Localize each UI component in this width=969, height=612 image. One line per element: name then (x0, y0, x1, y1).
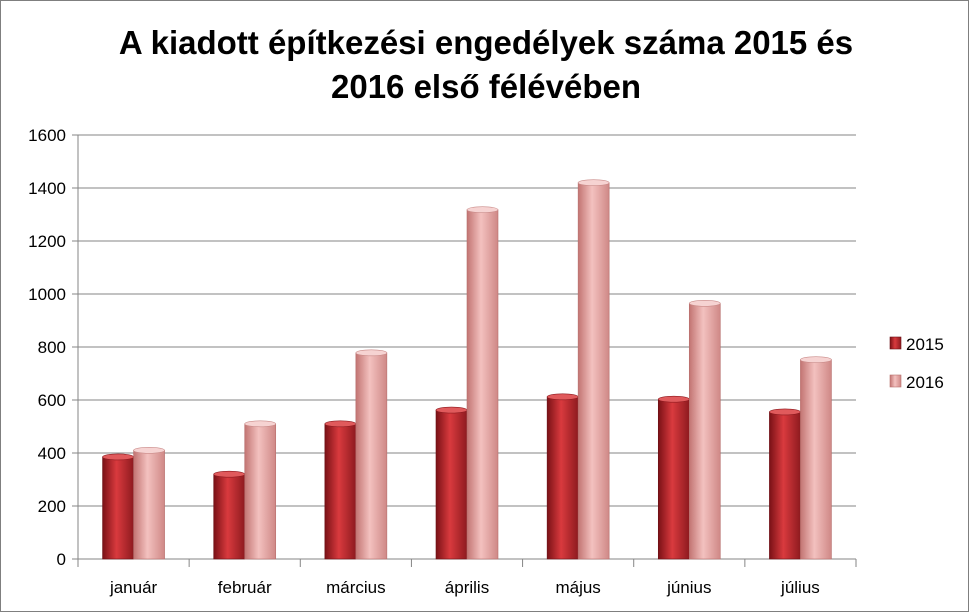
bar-top-2015-május (546, 393, 579, 401)
legend: 2015 2016 (889, 335, 944, 392)
y-tick-label: 1000 (28, 285, 66, 304)
x-category-label: április (445, 578, 489, 597)
bar-top-2016-január (133, 447, 165, 454)
y-tick-label: 1400 (28, 179, 66, 198)
legend-swatch-2015 (889, 336, 902, 350)
bar-2015-február (213, 473, 246, 560)
bar-2015-június (657, 398, 690, 560)
bar-2016-június (688, 302, 721, 560)
bar-top-2015-február (213, 470, 246, 478)
bar-top-2015-április (435, 406, 468, 414)
y-tick-label: 800 (38, 338, 66, 357)
bar-top-2015-június (657, 395, 690, 403)
bar-2016-április (466, 209, 499, 560)
chart-title-line-1: A kiadott építkezési engedélyek száma 20… (118, 24, 854, 61)
x-category-label: január (109, 578, 158, 597)
bar-top-2016-május (577, 179, 610, 186)
bar-2015-március (324, 423, 357, 560)
bars (102, 179, 832, 560)
y-tick-label: 1200 (28, 232, 66, 251)
y-tick-label: 400 (38, 444, 66, 463)
chart-title: A kiadott építkezési engedélyek száma 20… (61, 21, 911, 109)
x-category-label: február (218, 578, 272, 597)
x-category-label: március (326, 578, 386, 597)
bar-top-2015-január (102, 453, 134, 461)
legend-label: 2016 (906, 373, 944, 392)
bar-2015-július (769, 411, 801, 560)
legend-label: 2015 (906, 335, 944, 354)
chart-title-line-2: 2016 első félévében (330, 68, 642, 105)
y-tick-label: 1600 (28, 126, 66, 145)
axes: 0 200 400 600 800 1000 1200 1400 1600 január febru… (28, 126, 857, 597)
bar-top-2016-április (466, 206, 499, 214)
bar-top-2016-június (688, 299, 721, 307)
bar-top-2015-július (769, 408, 801, 416)
bar-top-2016-február (244, 420, 277, 428)
bar-2015-április (435, 409, 468, 560)
bar-2016-február (244, 423, 277, 560)
bar-2016-március (355, 352, 388, 560)
bar-2016-május (577, 182, 610, 560)
bar-2016-július (800, 359, 832, 560)
bar-2015-május (546, 396, 579, 560)
y-tick-label: 0 (57, 550, 66, 569)
x-category-label: július (780, 578, 820, 597)
bar-top-2016-július (800, 356, 832, 364)
y-tick-label: 600 (38, 391, 66, 410)
bar-2016-január (133, 450, 165, 560)
legend-swatch-2016 (889, 374, 902, 388)
bar-top-2015-március (324, 420, 357, 428)
x-category-label: május (555, 578, 600, 597)
y-tick-label: 200 (38, 497, 66, 516)
bar-2015-január (102, 456, 134, 560)
x-category-label: június (666, 578, 711, 597)
bar-top-2016-március (355, 349, 388, 357)
